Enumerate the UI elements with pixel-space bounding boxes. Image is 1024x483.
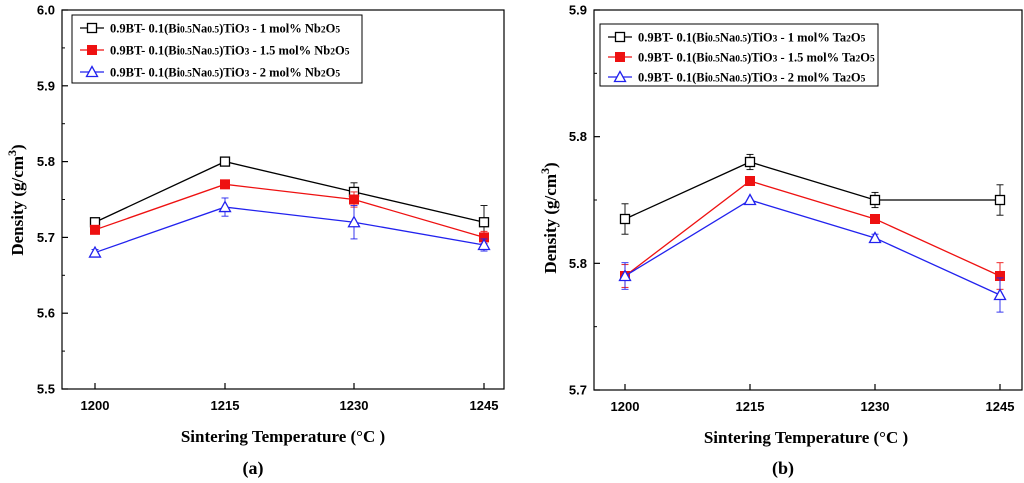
legend-box — [71, 14, 363, 84]
point-marker — [88, 245, 102, 258]
point-marker — [220, 179, 230, 190]
legend-box — [599, 23, 879, 87]
x-tick-label: 1200 — [81, 398, 110, 413]
series-2 — [620, 176, 1005, 290]
series-layer — [88, 156, 491, 258]
point-marker — [477, 238, 491, 251]
legend-label: 0.9BT- 0.1(Bi0.5Na0.5)TiO3 - 1 mol% Nb2O… — [110, 22, 340, 36]
y-axis-title: Density (g/cm3) — [5, 144, 27, 255]
point-marker — [870, 214, 880, 224]
legend-label: 0.9BT- 0.1(Bi0.5Na0.5)TiO3 - 2 mol% Nb2O… — [110, 66, 340, 80]
point-marker — [744, 156, 756, 168]
panel-label: (b) — [772, 458, 794, 479]
y-tick-label: 5.7 — [37, 230, 55, 245]
x-tick-label: 1230 — [340, 398, 369, 413]
x-tick-label: 1215 — [736, 399, 765, 414]
legend-label: 0.9BT- 0.1(Bi0.5Na0.5)TiO3 - 2 mol% Ta2O… — [638, 71, 866, 85]
series-line — [94, 206, 485, 254]
point-marker — [618, 269, 632, 282]
series-1 — [619, 153, 1006, 235]
point-marker — [615, 52, 625, 62]
chart-panel-b: 5.7 5.8 5.8 5.9 1200 1215 1230 1245 0.9BT- 0.1… — [538, 3, 1023, 479]
panel-label: (a) — [243, 458, 264, 479]
point-marker — [619, 213, 631, 225]
point-marker — [478, 217, 490, 228]
y-axis-title: Density (g/cm3) — [538, 162, 560, 273]
point-marker — [85, 65, 99, 78]
x-axis: 1200 1215 1230 1245 — [81, 383, 499, 413]
point-marker — [994, 194, 1006, 206]
y-tick-label: 5.5 — [37, 382, 55, 397]
chart-panel-a: 5.5 5.6 5.7 5.8 5.9 6.0 1200 1215 1230 1245 0.9B… — [5, 3, 505, 479]
point-marker — [87, 45, 97, 55]
series-1 — [89, 156, 490, 240]
y-tick-label: 5.9 — [37, 78, 55, 93]
point-marker — [219, 156, 231, 167]
y-tick-label: 5.8 — [569, 256, 587, 271]
point-marker — [86, 22, 98, 34]
y-axis: 5.7 5.8 5.8 5.9 — [569, 3, 600, 398]
legend: 0.9BT- 0.1(Bi0.5Na0.5)TiO3 - 1 mol% Ta2O… — [599, 23, 879, 87]
legend-item: 0.9BT- 0.1(Bi0.5Na0.5)TiO3 - 1 mol% Ta2O… — [608, 31, 866, 45]
point-marker — [90, 224, 100, 235]
y-tick-label: 5.9 — [569, 3, 587, 18]
point-marker — [218, 200, 232, 213]
series-line — [624, 161, 1000, 220]
x-tick-label: 1230 — [861, 399, 890, 414]
point-marker — [745, 176, 755, 186]
y-tick-label: 6.0 — [37, 3, 55, 18]
point-marker — [993, 288, 1007, 301]
y-tick-label: 5.8 — [569, 129, 587, 144]
y-tick-label: 5.8 — [37, 154, 55, 169]
series-3 — [618, 193, 1007, 313]
legend-item: 0.9BT- 0.1(Bi0.5Na0.5)TiO3 - 1 mol% Nb2O… — [80, 22, 340, 36]
legend-item: 0.9BT- 0.1(Bi0.5Na0.5)TiO3 - 2 mol% Ta2O… — [608, 70, 866, 85]
legend-item: 0.9BT- 0.1(Bi0.5Na0.5)TiO3 - 2 mol% Nb2O… — [80, 65, 340, 80]
series-3 — [88, 197, 491, 258]
legend-item: 0.9BT- 0.1(Bi0.5Na0.5)TiO3 - 1.5 mol% Ta… — [608, 51, 875, 65]
x-tick-label: 1245 — [986, 399, 1015, 414]
series-line — [94, 160, 485, 223]
point-marker — [869, 194, 881, 206]
point-marker — [347, 215, 361, 228]
y-tick-label: 5.7 — [569, 383, 587, 398]
series-line — [624, 180, 1001, 277]
series-line — [624, 199, 1001, 296]
point-marker — [743, 193, 757, 206]
legend-label: 0.9BT- 0.1(Bi0.5Na0.5)TiO3 - 1 mol% Ta2O… — [638, 31, 866, 45]
legend-label: 0.9BT- 0.1(Bi0.5Na0.5)TiO3 - 1.5 mol% Nb… — [110, 44, 350, 58]
y-tick-label: 5.6 — [37, 306, 55, 321]
series-layer — [618, 153, 1007, 313]
point-marker — [614, 31, 626, 43]
x-tick-label: 1200 — [611, 399, 640, 414]
point-marker — [349, 194, 359, 205]
x-axis-title: Sintering Temperature (°C ) — [181, 427, 385, 446]
x-tick-label: 1215 — [211, 398, 240, 413]
legend-label: 0.9BT- 0.1(Bi0.5Na0.5)TiO3 - 1.5 mol% Ta… — [638, 51, 875, 65]
point-marker — [868, 231, 882, 244]
x-axis-title: Sintering Temperature (°C ) — [704, 428, 908, 447]
legend: 0.9BT- 0.1(Bi0.5Na0.5)TiO3 - 1 mol% Nb2O… — [71, 14, 363, 84]
point-marker — [613, 70, 627, 83]
x-axis: 1200 1215 1230 1245 — [611, 384, 1015, 414]
series-2 — [90, 179, 489, 244]
series-line — [94, 183, 485, 239]
legend-item: 0.9BT- 0.1(Bi0.5Na0.5)TiO3 - 1.5 mol% Nb… — [80, 44, 350, 58]
x-tick-label: 1245 — [470, 398, 499, 413]
y-axis: 5.5 5.6 5.7 5.8 5.9 6.0 — [37, 3, 68, 397]
